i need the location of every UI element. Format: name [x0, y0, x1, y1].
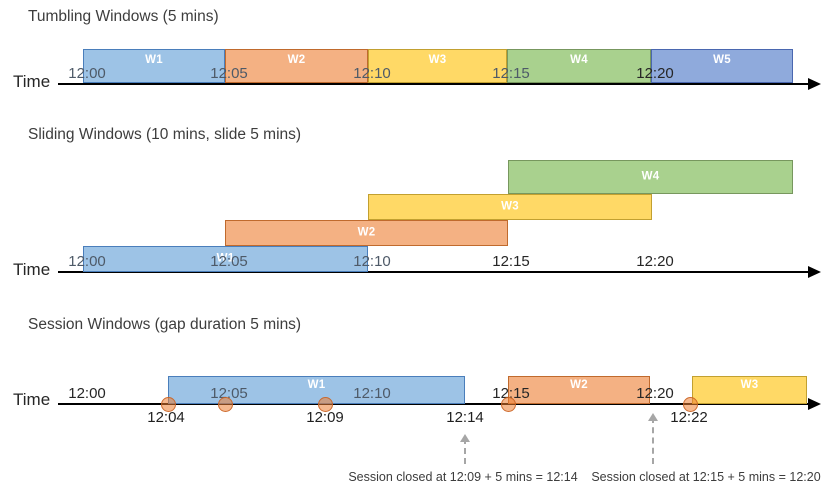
time-axis-arrowhead-icon [808, 266, 821, 278]
window-label: W5 [713, 54, 731, 66]
window-label: W4 [641, 170, 660, 183]
time-axis-label: Time [13, 390, 51, 409]
time-axis-arrowhead-icon [808, 398, 821, 410]
sliding-windows-title: Sliding Windows (10 mins, slide 5 mins) [28, 126, 302, 143]
axis-tick-label: 12:20 [636, 253, 674, 270]
window-bar-w3: W3 [692, 376, 807, 404]
window-bar-w2: W2 [225, 220, 508, 246]
axis-tick-label: 12:15 [492, 253, 530, 270]
event-dot-icon [317, 396, 333, 412]
window-bar-w3: W3 [368, 49, 507, 83]
window-bar-w2: W2 [225, 49, 368, 83]
event-dot-icon [500, 396, 516, 412]
session-close-arrow [648, 413, 658, 464]
window-label: W3 [428, 54, 447, 66]
window-bar-w1: W1 [83, 246, 368, 272]
arrow-up-icon [460, 434, 470, 442]
axis-tick-label: 12:20 [636, 385, 674, 402]
window-bar-w4: W4 [507, 49, 651, 83]
axis-tick-label: 12:00 [68, 65, 106, 82]
tumbling-windows-title: Tumbling Windows (5 mins) [28, 8, 219, 25]
axis-tick-label: 12:05 [210, 253, 248, 270]
axis-tick-label: 12:05 [210, 385, 248, 402]
window-label: W2 [287, 54, 306, 66]
window-label: W1 [307, 379, 326, 391]
axis-tick-label: 12:10 [353, 385, 391, 402]
event-time-label: 12:14 [446, 409, 484, 426]
session-close-annotation: Session closed at 12:15 + 5 mins = 12:20 [591, 470, 821, 484]
axis-tick-label: 12:15 [492, 65, 530, 82]
axis-tick-label: 12:00 [68, 253, 106, 270]
window-label: W1 [216, 252, 235, 265]
window-bar-w1: W1 [83, 49, 225, 83]
session-close-arrow [460, 434, 470, 464]
event-dot-icon [682, 396, 698, 412]
axis-tick-label: 12:15 [492, 385, 530, 402]
time-axis-line [58, 83, 808, 85]
window-label: W1 [145, 54, 163, 66]
session-windows-title: Session Windows (gap duration 5 mins) [28, 316, 302, 333]
event-dot-icon [160, 396, 176, 412]
event-dot-icon [217, 396, 233, 412]
session-close-annotation: Session closed at 12:09 + 5 mins = 12:14 [348, 470, 578, 484]
axis-tick-label: 12:10 [353, 65, 391, 82]
event-time-label: 12:09 [306, 409, 344, 426]
event-time-label: 12:04 [147, 409, 185, 426]
event-time-label: 12:22 [670, 409, 708, 426]
axis-tick-label: 12:05 [210, 65, 248, 82]
window-label: W2 [570, 379, 588, 391]
arrow-up-icon [648, 413, 658, 421]
window-bar-w4: W4 [508, 160, 793, 194]
window-label: W2 [357, 226, 376, 239]
axis-tick-label: 12:00 [68, 385, 106, 402]
time-axis-line [58, 403, 808, 405]
window-label: W4 [570, 54, 588, 66]
axis-tick-label: 12:10 [353, 253, 391, 270]
time-axis-line [58, 271, 808, 273]
window-bar-w1: W1 [168, 376, 465, 404]
window-label: W3 [740, 379, 759, 391]
time-axis-label: Time [13, 260, 51, 279]
axis-tick-label: 12:20 [636, 65, 674, 82]
window-bar-w2: W2 [508, 376, 650, 404]
window-bar-w3: W3 [368, 194, 652, 220]
window-bar-w5: W5 [651, 49, 793, 83]
time-axis-arrowhead-icon [808, 78, 821, 90]
time-axis-label: Time [13, 72, 51, 91]
window-label: W3 [501, 200, 519, 213]
